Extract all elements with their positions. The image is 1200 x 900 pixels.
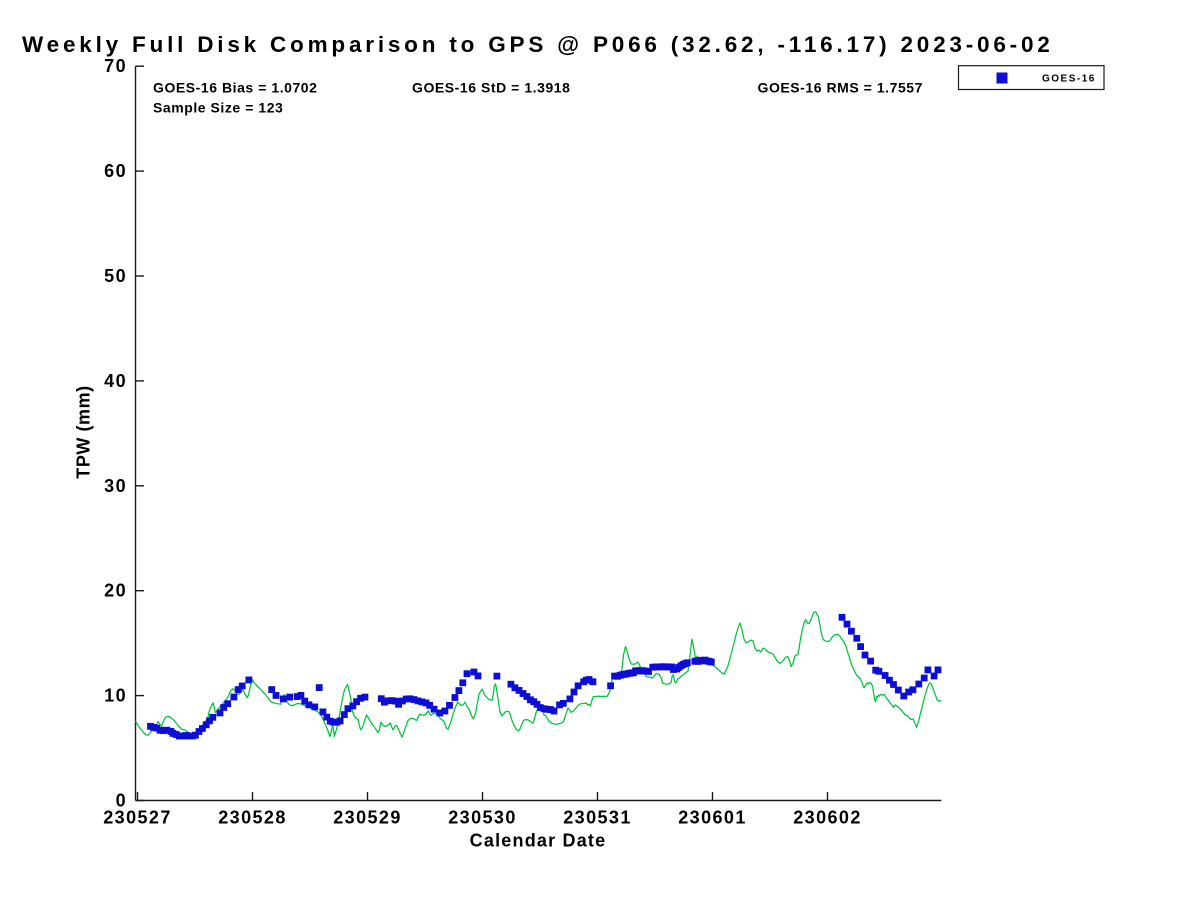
svg-text:20: 20	[104, 581, 127, 601]
svg-text:0: 0	[116, 791, 127, 811]
svg-text:230529: 230529	[333, 808, 401, 828]
svg-text:230601: 230601	[678, 808, 746, 828]
svg-text:40: 40	[104, 371, 127, 391]
svg-text:230528: 230528	[218, 808, 286, 828]
svg-text:230530: 230530	[448, 808, 516, 828]
svg-text:GOES-16 RMS = 1.7557: GOES-16 RMS = 1.7557	[758, 80, 923, 96]
svg-text:GOES-16: GOES-16	[1042, 74, 1096, 85]
svg-text:GOES-16 Bias = 1.0702: GOES-16 Bias = 1.0702	[153, 80, 317, 96]
svg-text:30: 30	[104, 476, 127, 496]
svg-text:GOES-16 StD = 1.3918: GOES-16 StD = 1.3918	[412, 80, 570, 96]
svg-text:Calendar Date: Calendar Date	[470, 831, 607, 851]
svg-text:10: 10	[104, 686, 127, 706]
svg-text:Weekly Full Disk Comparison to: Weekly Full Disk Comparison to GPS @ P06…	[22, 32, 1054, 57]
svg-text:70: 70	[104, 56, 127, 76]
svg-text:230531: 230531	[563, 808, 631, 828]
svg-text:60: 60	[104, 161, 127, 181]
svg-text:Sample Size = 123: Sample Size = 123	[153, 100, 283, 116]
svg-text:230527: 230527	[103, 808, 171, 828]
svg-text:50: 50	[104, 266, 127, 286]
svg-text:230602: 230602	[793, 808, 861, 828]
svg-text:TPW (mm): TPW (mm)	[74, 385, 94, 478]
